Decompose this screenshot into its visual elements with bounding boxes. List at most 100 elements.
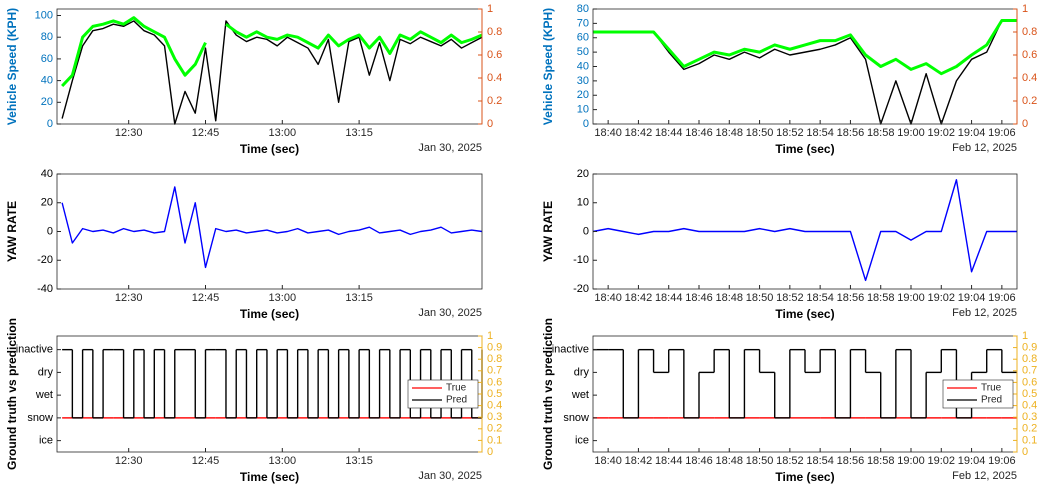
y2-tick-label: 0 — [1022, 446, 1028, 458]
legend-label: True — [981, 383, 1002, 394]
x-axis-label: Time (sec) — [240, 470, 299, 484]
x-axis-label: Time (sec) — [240, 142, 299, 156]
y-tick-label: 20 — [577, 168, 589, 180]
y2-tick-label: 0.5 — [1022, 388, 1037, 400]
chart-panel: 12:30 12:45 13:00 13:15 -40 -20 0 20 40 Time (sec… — [5, 168, 483, 321]
y-tick-label: -20 — [37, 254, 53, 266]
x-tick-label: 18:56 — [837, 455, 865, 467]
y-axis-label: Ground truth vs prediction — [5, 318, 19, 470]
x-tick-label: 12:30 — [115, 292, 143, 304]
x-tick-label: 19:00 — [897, 455, 925, 467]
y2-tick-label: 0.2 — [1022, 423, 1037, 435]
x-tick-label: 18:46 — [685, 127, 713, 139]
x-tick-label: 12:45 — [192, 455, 220, 467]
x-tick-label: 18:50 — [746, 127, 774, 139]
x-tick-label: 19:04 — [958, 455, 986, 467]
chart-panel: 12:30 12:45 13:00 13:15 ice snow wet dry inactiv… — [5, 318, 502, 484]
y-axis-label: Vehicle Speed (KPH) — [5, 8, 19, 125]
x-tick-label: 13:00 — [269, 292, 297, 304]
y-tick-label: 40 — [41, 75, 53, 87]
y-axis-label: YAW RATE — [541, 201, 555, 262]
y-tick-label: dry — [574, 366, 590, 378]
x-tick-label: 18:58 — [867, 127, 895, 139]
x-tick-label: 18:54 — [806, 127, 834, 139]
x-tick-label: 19:06 — [988, 292, 1016, 304]
x-tick-label: 18:40 — [594, 127, 622, 139]
y2-tick-label: 0.6 — [1022, 376, 1037, 388]
x-tick-label: 18:48 — [716, 455, 744, 467]
y-tick-label: inactive — [552, 344, 589, 356]
x-tick-label: 13:15 — [345, 455, 373, 467]
y2-tick-label: 0.7 — [487, 365, 502, 377]
y-tick-label: 40 — [577, 60, 589, 72]
y2-tick-label: 1 — [1022, 3, 1028, 15]
x-axis-label: Time (sec) — [775, 142, 834, 156]
x-tick-label: 19:00 — [897, 292, 925, 304]
y-tick-label: 0 — [583, 118, 589, 130]
legend-box — [407, 379, 479, 409]
y2-tick-label: 0.4 — [1022, 72, 1037, 84]
series-line — [225, 22, 483, 55]
y2-tick-label: 0.1 — [1022, 434, 1037, 446]
y2-tick-label: 0.9 — [1022, 342, 1037, 354]
y-tick-label: 10 — [577, 104, 589, 116]
y2-tick-label: 1 — [487, 3, 493, 15]
y-tick-label: 20 — [41, 197, 53, 209]
x-tick-label: 18:44 — [655, 292, 683, 304]
date-label: Jan 30, 2025 — [418, 470, 482, 482]
x-tick-label: 12:45 — [192, 292, 220, 304]
x-tick-label: 12:30 — [115, 127, 143, 139]
x-tick-label: 19:04 — [958, 127, 986, 139]
y-tick-label: 70 — [577, 17, 589, 29]
legend-label: Pred — [981, 395, 1002, 406]
y2-tick-label: 0.2 — [1022, 95, 1037, 107]
y2-tick-label: 0.1 — [487, 434, 502, 446]
x-tick-label: 18:56 — [837, 127, 865, 139]
y-tick-label: 0 — [47, 118, 53, 130]
y-tick-label: 10 — [577, 197, 589, 209]
x-tick-label: 18:52 — [776, 127, 804, 139]
x-tick-label: 18:44 — [655, 127, 683, 139]
x-tick-label: 18:54 — [806, 292, 834, 304]
y-tick-label: -20 — [573, 283, 589, 295]
series-line — [592, 179, 1017, 282]
date-label: Jan 30, 2025 — [418, 142, 482, 154]
y-tick-label: dry — [38, 366, 54, 378]
y2-tick-label: 0 — [1022, 118, 1028, 130]
series-line — [61, 20, 483, 125]
legend-label: Pred — [446, 395, 467, 406]
chart-panel: 18:40 18:42 18:44 18:46 18:48 18:50 18:52 18:54… — [541, 3, 1037, 156]
y2-tick-label: 0.2 — [487, 95, 502, 107]
x-tick-label: 19:02 — [928, 127, 956, 139]
x-tick-label: 18:48 — [716, 127, 744, 139]
series-line — [61, 186, 483, 269]
y2-tick-label: 0.8 — [1022, 26, 1037, 38]
y-tick-label: 60 — [41, 53, 53, 65]
y-tick-label: wet — [35, 389, 53, 401]
y-tick-label: 80 — [41, 31, 53, 43]
y2-tick-label: 0.3 — [1022, 411, 1037, 423]
x-tick-label: 13:00 — [269, 455, 297, 467]
x-tick-label: 18:42 — [625, 292, 653, 304]
x-axis-label: Time (sec) — [775, 470, 834, 484]
series-line — [593, 19, 1017, 76]
x-tick-label: 18:40 — [594, 292, 622, 304]
y2-tick-label: 1 — [1022, 330, 1028, 342]
y-tick-label: ice — [575, 435, 589, 447]
x-tick-label: 18:58 — [867, 292, 895, 304]
y-tick-label: 50 — [577, 46, 589, 58]
y-tick-label: 40 — [41, 168, 53, 180]
y-tick-label: 100 — [35, 9, 53, 21]
y2-tick-label: 0.6 — [487, 376, 502, 388]
y-tick-label: 20 — [577, 89, 589, 101]
x-tick-label: 19:00 — [897, 127, 925, 139]
x-tick-label: 18:48 — [716, 292, 744, 304]
y-axis-label: YAW RATE — [5, 201, 19, 262]
y-axis-label: Vehicle Speed (KPH) — [541, 8, 555, 125]
chart-panel: 18:40 18:42 18:44 18:46 18:48 18:50 18:52 18:54… — [541, 168, 1018, 321]
date-label: Feb 12, 2025 — [952, 307, 1017, 319]
x-tick-label: 19:02 — [928, 292, 956, 304]
y2-tick-label: 0 — [487, 446, 493, 458]
y2-tick-label: 0.6 — [487, 49, 502, 61]
x-tick-label: 19:04 — [958, 292, 986, 304]
